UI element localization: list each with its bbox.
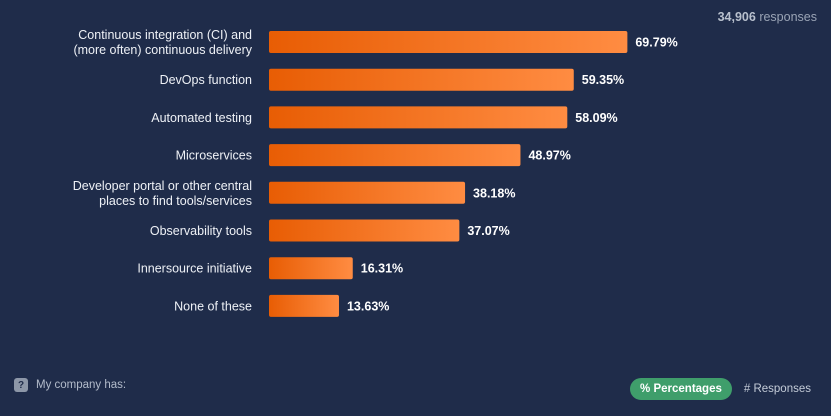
category-label-5: Observability tools	[150, 224, 252, 238]
bar-4	[269, 181, 466, 204]
category-label-0: Continuous integration (CI) and (more oft…	[73, 28, 252, 57]
value-label-4: 38.18%	[473, 186, 515, 200]
value-label-6: 16.31%	[361, 262, 403, 276]
category-label-3: Microservices	[176, 149, 252, 163]
responses-label: responses	[759, 10, 817, 24]
bar-6	[269, 257, 353, 280]
category-label-4: Developer portal or other central places …	[73, 179, 252, 208]
bar-0	[269, 31, 628, 53]
category-label-7: None of these	[174, 299, 252, 313]
value-label-3: 48.97%	[528, 149, 570, 163]
question-icon: ?	[14, 378, 28, 392]
responses-number: 34,906	[717, 10, 756, 24]
value-label-1: 59.35%	[582, 73, 624, 87]
responses-toggle-button[interactable]: # Responses	[743, 383, 811, 395]
category-label-6: Innersource initiative	[137, 262, 252, 276]
category-label-2: Automated testing	[151, 111, 252, 125]
bar-chart: 69.79% Continuous integration (CI) and (mo…	[73, 28, 678, 317]
question-footer: ? My company has:	[14, 378, 126, 392]
bar-7	[269, 294, 339, 317]
percentages-toggle-button[interactable]: % Percentages	[630, 378, 732, 400]
bar-5	[269, 219, 460, 242]
display-toggle[interactable]: % Percentages # Responses	[630, 378, 811, 400]
category-label-1: DevOps function	[160, 73, 252, 87]
bar-3	[269, 144, 521, 167]
question-text: My company has:	[36, 379, 127, 391]
bar-1	[269, 68, 574, 91]
value-label-0: 69.79%	[635, 36, 677, 50]
value-label-5: 37.07%	[467, 224, 509, 238]
value-label-7: 13.63%	[347, 299, 389, 313]
bar-2	[269, 106, 568, 129]
value-label-2: 58.09%	[575, 111, 617, 125]
responses-count: 34,906 responses	[718, 10, 817, 24]
